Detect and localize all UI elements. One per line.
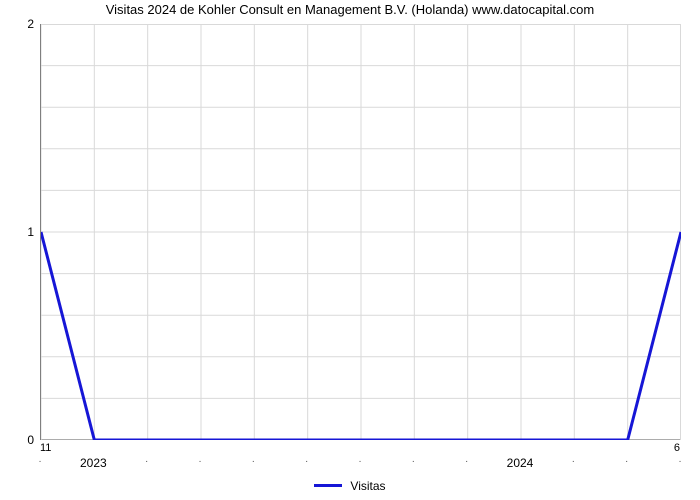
x-minor-tick: · [625,456,628,467]
x-minor-tick: · [198,456,201,467]
x-minor-tick: · [465,456,468,467]
y-tick-label: 2 [4,17,34,31]
y-tick-label: 0 [4,433,34,447]
x-minor-tick: · [305,456,308,467]
x-minor-tick: · [145,456,148,467]
y-tick-label: 1 [4,225,34,239]
x-minor-tick: · [572,456,575,467]
legend-swatch [314,484,342,487]
chart-svg [41,24,681,440]
chart-container: Visitas 2024 de Kohler Consult en Manage… [0,0,700,500]
x-minor-tick: · [678,456,681,467]
x-tick-label: 2024 [507,456,534,470]
x-minor-tick: · [358,456,361,467]
x-minor-tick: · [252,456,255,467]
x-minor-tick: · [38,456,41,467]
chart-title: Visitas 2024 de Kohler Consult en Manage… [0,2,700,17]
plot-area [40,24,680,440]
x-tick-label: 2023 [80,456,107,470]
legend: Visitas [0,478,700,493]
legend-label: Visitas [350,479,385,493]
x-start-subtext: 11 [40,442,51,454]
x-minor-tick: · [412,456,415,467]
x-end-subtext: 6 [674,442,680,454]
